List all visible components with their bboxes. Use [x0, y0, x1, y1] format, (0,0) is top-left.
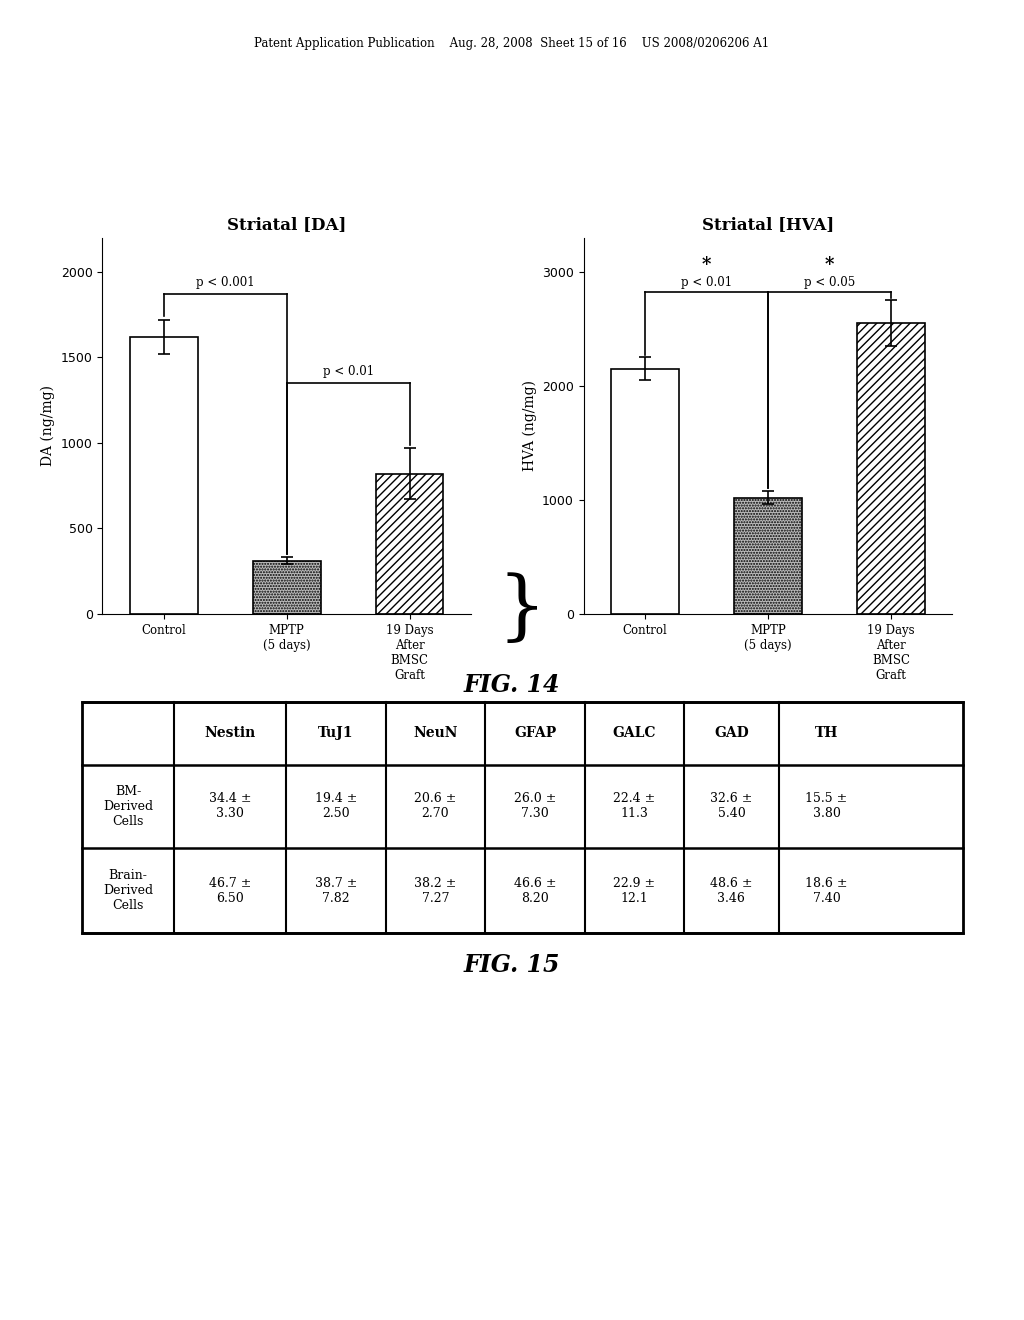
Text: 38.7 ±
7.82: 38.7 ± 7.82: [314, 876, 357, 904]
Text: 46.6 ±
8.20: 46.6 ± 8.20: [514, 876, 556, 904]
Text: *: *: [701, 256, 712, 275]
Text: TuJ1: TuJ1: [318, 726, 353, 741]
Text: 22.4 ±
11.3: 22.4 ± 11.3: [613, 792, 655, 820]
Text: Nestin: Nestin: [205, 726, 256, 741]
Bar: [611, 368, 679, 614]
Text: GFAP: GFAP: [514, 726, 556, 741]
Bar: [376, 474, 443, 614]
Text: *: *: [824, 256, 835, 275]
Text: 34.4 ±
3.30: 34.4 ± 3.30: [209, 792, 252, 820]
Text: 20.6 ±
2.70: 20.6 ± 2.70: [415, 792, 457, 820]
Text: BM-
Derived
Cells: BM- Derived Cells: [103, 784, 154, 828]
Y-axis label: HVA (ng/mg): HVA (ng/mg): [522, 380, 537, 471]
Bar: [857, 323, 925, 614]
Y-axis label: DA (ng/mg): DA (ng/mg): [41, 385, 55, 466]
Text: GALC: GALC: [612, 726, 656, 741]
Text: Patent Application Publication    Aug. 28, 2008  Sheet 15 of 16    US 2008/02062: Patent Application Publication Aug. 28, …: [254, 37, 770, 50]
Title: Striatal [HVA]: Striatal [HVA]: [701, 216, 835, 234]
Text: 48.6 ±
3.46: 48.6 ± 3.46: [710, 876, 753, 904]
Text: 26.0 ±
7.30: 26.0 ± 7.30: [514, 792, 556, 820]
Text: p < 0.01: p < 0.01: [323, 364, 374, 378]
Bar: [130, 337, 198, 614]
Text: GAD: GAD: [714, 726, 749, 741]
Text: 18.6 ±
7.40: 18.6 ± 7.40: [805, 876, 848, 904]
Text: NeuN: NeuN: [414, 726, 458, 741]
Bar: [734, 498, 802, 614]
Text: 46.7 ±
6.50: 46.7 ± 6.50: [209, 876, 252, 904]
Text: p < 0.05: p < 0.05: [804, 276, 855, 289]
Text: 15.5 ±
3.80: 15.5 ± 3.80: [806, 792, 848, 820]
Text: FIG. 14: FIG. 14: [464, 673, 560, 697]
Text: FIG. 15: FIG. 15: [464, 953, 560, 977]
Text: }: }: [498, 572, 547, 645]
Text: 19.4 ±
2.50: 19.4 ± 2.50: [314, 792, 357, 820]
Text: p < 0.01: p < 0.01: [681, 276, 732, 289]
Text: TH: TH: [815, 726, 839, 741]
Title: Striatal [DA]: Striatal [DA]: [227, 216, 346, 234]
Text: p < 0.001: p < 0.001: [196, 276, 255, 289]
Text: 32.6 ±
5.40: 32.6 ± 5.40: [711, 792, 753, 820]
Text: 38.2 ±
7.27: 38.2 ± 7.27: [415, 876, 457, 904]
Text: 22.9 ±
12.1: 22.9 ± 12.1: [613, 876, 655, 904]
Bar: [253, 561, 321, 614]
Text: Brain-
Derived
Cells: Brain- Derived Cells: [103, 869, 154, 912]
